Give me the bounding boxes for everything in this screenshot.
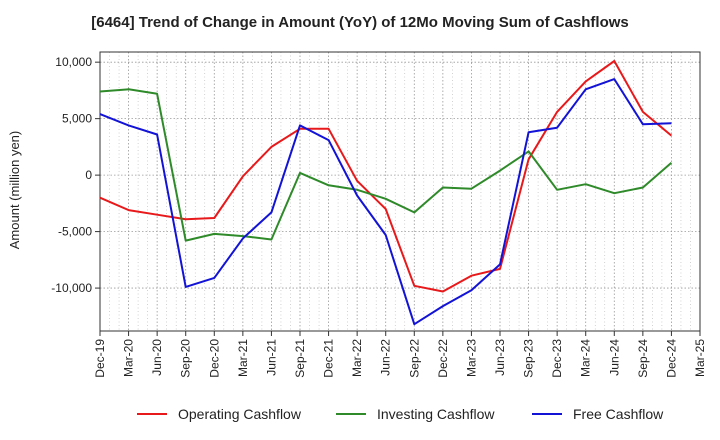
x-tick-label: Mar-23 — [464, 339, 478, 377]
x-tick-label: Jun-21 — [264, 339, 278, 376]
series-group — [99, 60, 673, 326]
x-tick-label: Mar-25 — [693, 339, 707, 377]
grid — [99, 52, 701, 331]
legend-label-free-cashflow: Free Cashflow — [573, 406, 664, 422]
x-tick-label: Jun-22 — [379, 339, 393, 376]
x-tick-label: Jun-20 — [150, 339, 164, 376]
chart-title: [6464] Trend of Change in Amount (YoY) o… — [91, 14, 629, 31]
investing-cashflow-line — [99, 88, 673, 242]
plot-frame — [99, 51, 701, 332]
x-tick-label: Dec-19 — [93, 339, 107, 378]
x-tick-label: Mar-24 — [579, 339, 593, 377]
plot-border — [99, 51, 701, 332]
x-tick-label: Sep-22 — [407, 339, 421, 378]
x-tick-label: Dec-23 — [550, 339, 564, 378]
x-tick-label: Jun-23 — [493, 339, 507, 376]
x-tick-label: Mar-21 — [236, 339, 250, 377]
y-axis-label: Amount (million yen) — [7, 131, 22, 250]
y-tick-label: 0 — [85, 168, 92, 182]
legend-label-operating-cashflow: Operating Cashflow — [178, 406, 302, 422]
x-tick-label: Sep-20 — [179, 339, 193, 378]
free-cashflow-line — [99, 78, 672, 326]
x-tick-label: Jun-24 — [607, 339, 621, 376]
x-tick-label: Dec-22 — [436, 339, 450, 378]
x-tick-label: Dec-21 — [322, 339, 336, 378]
operating-cashflow-line — [99, 60, 673, 293]
y-tick-label: 10,000 — [55, 55, 92, 69]
x-tick-label: Dec-20 — [207, 339, 221, 378]
y-tick-label: 5,000 — [62, 112, 92, 126]
x-axis: Dec-19 Mar-20 Jun-20 Sep-20 Dec-20 Mar-21 Jun-… — [93, 331, 707, 378]
legend: Operating Cashflow Investing Cashflow Free… — [137, 406, 664, 422]
x-tick-label: Mar-22 — [350, 339, 364, 377]
x-tick-label: Mar-20 — [122, 339, 136, 377]
y-axis: 10,000 5,000 0 -5,000 -10,000 — [51, 55, 100, 295]
x-tick-label: Sep-24 — [636, 339, 650, 378]
y-tick-label: -10,000 — [51, 281, 92, 295]
x-tick-label: Dec-24 — [664, 339, 678, 378]
x-tick-label: Sep-21 — [293, 339, 307, 378]
y-tick-label: -5,000 — [58, 225, 92, 239]
x-tick-label: Sep-23 — [522, 339, 536, 378]
legend-label-investing-cashflow: Investing Cashflow — [377, 406, 495, 422]
